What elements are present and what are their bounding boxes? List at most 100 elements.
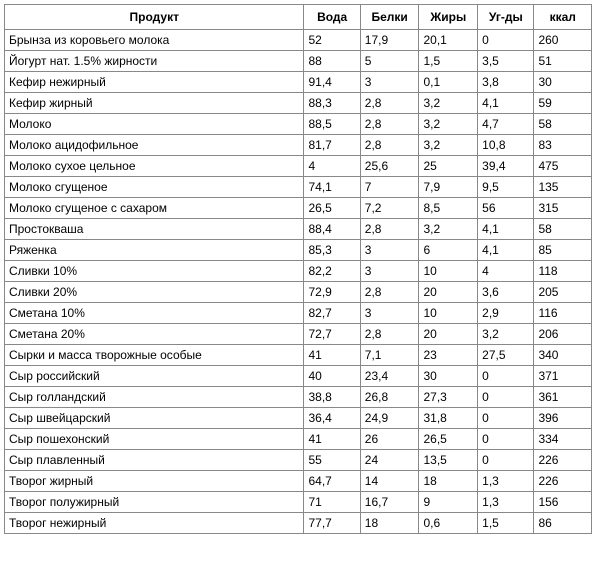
value-cell: 40 [304, 366, 360, 387]
table-row: Молоко сгущеное с сахаром26,57,28,556315 [5, 198, 592, 219]
value-cell: 26,5 [419, 429, 478, 450]
table-row: Молоко сухое цельное425,62539,4475 [5, 156, 592, 177]
table-row: Сливки 10%82,23104118 [5, 261, 592, 282]
value-cell: 475 [534, 156, 592, 177]
col-header-0: Продукт [5, 5, 304, 30]
col-header-2: Белки [360, 5, 419, 30]
value-cell: 315 [534, 198, 592, 219]
value-cell: 74,1 [304, 177, 360, 198]
value-cell: 7,9 [419, 177, 478, 198]
value-cell: 7,2 [360, 198, 419, 219]
value-cell: 30 [419, 366, 478, 387]
product-cell: Молоко ацидофильное [5, 135, 304, 156]
table-row: Брынза из коровьего молока5217,920,10260 [5, 30, 592, 51]
table-row: Творог жирный64,714181,3226 [5, 471, 592, 492]
value-cell: 55 [304, 450, 360, 471]
value-cell: 260 [534, 30, 592, 51]
value-cell: 206 [534, 324, 592, 345]
product-cell: Сметана 10% [5, 303, 304, 324]
value-cell: 0 [478, 366, 534, 387]
value-cell: 2,8 [360, 93, 419, 114]
value-cell: 23,4 [360, 366, 419, 387]
value-cell: 0,6 [419, 513, 478, 534]
value-cell: 86 [534, 513, 592, 534]
value-cell: 38,8 [304, 387, 360, 408]
value-cell: 88,4 [304, 219, 360, 240]
value-cell: 3,2 [478, 324, 534, 345]
value-cell: 58 [534, 219, 592, 240]
value-cell: 72,7 [304, 324, 360, 345]
value-cell: 26,5 [304, 198, 360, 219]
table-row: Творог нежирный77,7180,61,586 [5, 513, 592, 534]
value-cell: 83 [534, 135, 592, 156]
value-cell: 26,8 [360, 387, 419, 408]
value-cell: 10 [419, 261, 478, 282]
value-cell: 88,5 [304, 114, 360, 135]
value-cell: 59 [534, 93, 592, 114]
value-cell: 1,3 [478, 492, 534, 513]
value-cell: 3 [360, 72, 419, 93]
value-cell: 16,7 [360, 492, 419, 513]
product-cell: Творог жирный [5, 471, 304, 492]
product-cell: Кефир жирный [5, 93, 304, 114]
value-cell: 39,4 [478, 156, 534, 177]
table-row: Ряженка85,3364,185 [5, 240, 592, 261]
value-cell: 4 [478, 261, 534, 282]
value-cell: 0 [478, 408, 534, 429]
col-header-1: Вода [304, 5, 360, 30]
value-cell: 18 [419, 471, 478, 492]
product-cell: Сыр плавленный [5, 450, 304, 471]
value-cell: 17,9 [360, 30, 419, 51]
value-cell: 14 [360, 471, 419, 492]
value-cell: 340 [534, 345, 592, 366]
value-cell: 4 [304, 156, 360, 177]
value-cell: 72,9 [304, 282, 360, 303]
value-cell: 71 [304, 492, 360, 513]
value-cell: 25,6 [360, 156, 419, 177]
table-row: Сыр голландский38,826,827,30361 [5, 387, 592, 408]
table-row: Молоко88,52,83,24,758 [5, 114, 592, 135]
value-cell: 226 [534, 450, 592, 471]
value-cell: 88 [304, 51, 360, 72]
table-row: Молоко сгущеное74,177,99,5135 [5, 177, 592, 198]
product-cell: Молоко сгущеное с сахаром [5, 198, 304, 219]
value-cell: 396 [534, 408, 592, 429]
product-cell: Сметана 20% [5, 324, 304, 345]
value-cell: 6 [419, 240, 478, 261]
value-cell: 24 [360, 450, 419, 471]
table-header-row: ПродуктВодаБелкиЖирыУг-дыккал [5, 5, 592, 30]
product-cell: Простокваша [5, 219, 304, 240]
table-row: Сметана 20%72,72,8203,2206 [5, 324, 592, 345]
value-cell: 4,1 [478, 219, 534, 240]
nutrition-table: ПродуктВодаБелкиЖирыУг-дыккал Брынза из … [4, 4, 592, 534]
table-row: Сыр российский4023,4300371 [5, 366, 592, 387]
value-cell: 226 [534, 471, 592, 492]
table-row: Сырки и масса творожные особые417,12327,… [5, 345, 592, 366]
value-cell: 0 [478, 450, 534, 471]
value-cell: 82,7 [304, 303, 360, 324]
product-cell: Сыр голландский [5, 387, 304, 408]
value-cell: 10 [419, 303, 478, 324]
value-cell: 2,8 [360, 324, 419, 345]
value-cell: 91,4 [304, 72, 360, 93]
product-cell: Брынза из коровьего молока [5, 30, 304, 51]
value-cell: 2,8 [360, 282, 419, 303]
product-cell: Ряженка [5, 240, 304, 261]
value-cell: 3,2 [419, 219, 478, 240]
table-row: Сыр плавленный552413,50226 [5, 450, 592, 471]
value-cell: 3,2 [419, 114, 478, 135]
table-row: Творог полужирный7116,791,3156 [5, 492, 592, 513]
value-cell: 10,8 [478, 135, 534, 156]
value-cell: 82,2 [304, 261, 360, 282]
value-cell: 1,5 [478, 513, 534, 534]
value-cell: 7,1 [360, 345, 419, 366]
value-cell: 1,3 [478, 471, 534, 492]
value-cell: 2,8 [360, 114, 419, 135]
value-cell: 52 [304, 30, 360, 51]
product-cell: Молоко [5, 114, 304, 135]
value-cell: 334 [534, 429, 592, 450]
value-cell: 0,1 [419, 72, 478, 93]
col-header-5: ккал [534, 5, 592, 30]
value-cell: 135 [534, 177, 592, 198]
value-cell: 4,1 [478, 93, 534, 114]
